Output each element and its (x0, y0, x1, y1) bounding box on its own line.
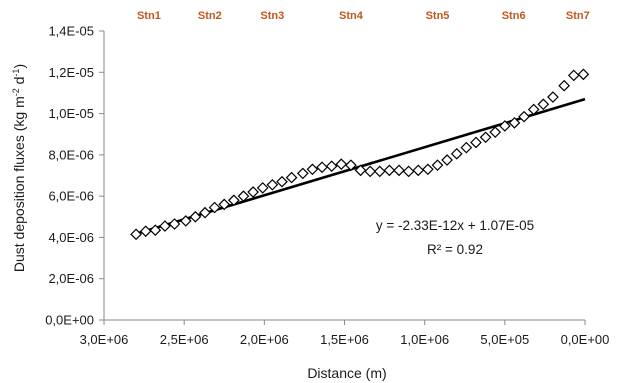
y-tick-label: 6,0E-06 (48, 189, 94, 204)
data-point (508, 117, 521, 129)
data-point (149, 224, 162, 237)
data-point (450, 147, 463, 160)
y-axis-ticks: 0,0E+00 2,0E-06 4,0E-06 6,0E-06 8,0E-06 1,0E-… (45, 24, 104, 328)
y-tick-label: 8,0E-06 (48, 147, 94, 162)
data-point (285, 171, 298, 184)
data-point (208, 201, 221, 214)
x-tick-label: 2,0E+06 (240, 332, 289, 347)
data-point (412, 164, 425, 177)
data-point (537, 98, 550, 111)
data-point (228, 194, 240, 207)
x-tick-label: 3,0E+06 (80, 332, 129, 347)
data-point (316, 161, 328, 174)
data-point (306, 163, 319, 176)
trendline-equation: y = -2.33E-12x + 1.07E-05 (376, 218, 534, 233)
data-point (276, 175, 288, 188)
data-point (460, 141, 473, 154)
data-point (237, 190, 250, 202)
station-label: Stn7 (566, 10, 590, 22)
station-label: Stn2 (198, 10, 222, 22)
data-point (402, 165, 415, 178)
station-label: Stn4 (339, 10, 364, 22)
data-point (383, 164, 396, 177)
y-tick-label: 1,2E-05 (48, 65, 94, 80)
data-point (567, 69, 580, 82)
data-point (373, 165, 386, 178)
y-tick-label: 1,4E-05 (48, 24, 94, 39)
data-point (431, 159, 444, 172)
data-point (256, 182, 269, 194)
data-point (139, 225, 152, 238)
x-axis-ticks: 3,0E+06 2,5E+06 2,0E+06 1,5E+06 1,0E+06 5,0E+… (80, 320, 610, 347)
data-point (354, 164, 367, 177)
y-tick-label: 4,0E-06 (48, 230, 94, 245)
data-point (345, 159, 357, 172)
station-label: Stn1 (137, 10, 161, 22)
x-tick-label: 5,0E+05 (480, 332, 529, 347)
x-axis-title: Distance (m) (307, 365, 386, 381)
station-label: Stn6 (502, 10, 526, 22)
data-point (479, 131, 492, 144)
data-point (296, 167, 309, 180)
data-point (199, 206, 211, 219)
data-point (168, 218, 181, 230)
data-point (441, 154, 453, 166)
data-point (527, 103, 540, 116)
data-point (189, 210, 202, 223)
data-point (247, 186, 259, 198)
y-axis-title: Dust deposition fluxes (kg m-2 d-1) (11, 64, 27, 272)
y-tick-label: 0,0E+00 (45, 313, 94, 328)
x-tick-label: 0,0E+00 (561, 332, 610, 347)
data-point (518, 110, 530, 123)
data-point (470, 136, 482, 149)
station-labels: Stn1 Stn2 Stn3 Stn4 Stn5 Stn6 Stn7 (137, 10, 590, 22)
data-point (577, 68, 590, 81)
data-point (498, 120, 511, 132)
data-point (547, 91, 559, 103)
data-point (159, 220, 171, 232)
station-label: Stn3 (260, 10, 284, 22)
data-point (325, 160, 338, 173)
data-point (422, 163, 434, 176)
y-tick-label: 2,0E-06 (48, 271, 94, 286)
data-point (179, 215, 192, 227)
data-point (335, 158, 348, 170)
x-tick-label: 1,0E+06 (400, 332, 449, 347)
data-point (393, 164, 405, 177)
station-label: Stn5 (426, 10, 450, 22)
data-point (364, 165, 377, 178)
y-tick-label: 1,0E-05 (48, 106, 94, 121)
data-point (489, 126, 502, 138)
x-tick-label: 1,5E+06 (320, 332, 369, 347)
data-point (266, 178, 279, 191)
data-point (218, 198, 231, 211)
data-point (558, 79, 571, 92)
x-tick-label: 2,5E+06 (160, 332, 209, 347)
data-points (130, 68, 590, 241)
data-point (130, 228, 142, 241)
r-squared: R² = 0.92 (427, 242, 483, 257)
